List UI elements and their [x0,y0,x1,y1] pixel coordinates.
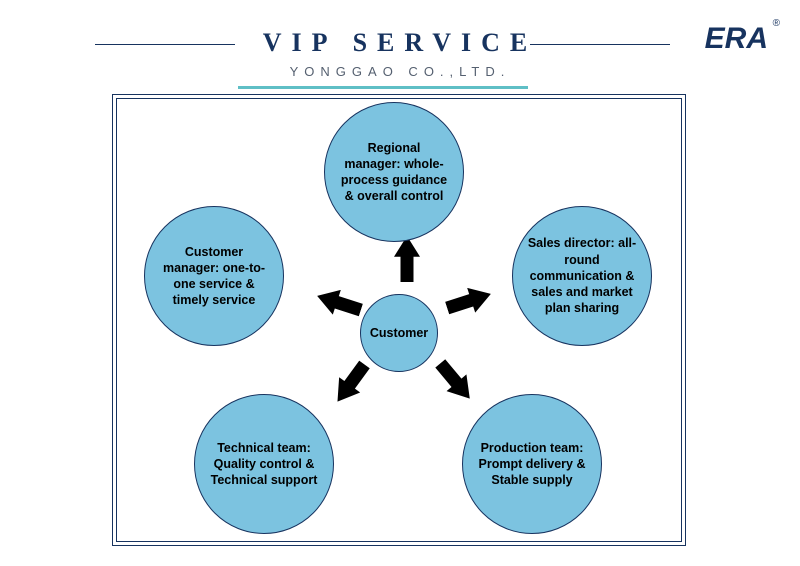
title-underline [238,86,528,89]
brand-logo-registered: ® [773,18,780,29]
header-rule-left [95,44,235,45]
arrow-to-bottom-left [327,357,375,409]
page-title: VIP SERVICE [0,28,800,58]
service-diagram: Customer Regional manager: whole-process … [116,98,682,542]
brand-logo: ERA [705,22,768,56]
node-center: Customer [360,294,438,372]
arrow-to-bottom-right [430,355,479,407]
header: VIP SERVICE YONGGAO CO.,LTD. [0,28,800,79]
node-bottom-left: Technical team: Quality control & Techni… [194,394,334,534]
arrow-to-top [394,236,420,282]
page-subtitle: YONGGAO CO.,LTD. [0,64,800,79]
arrow-to-right [443,282,495,321]
node-bottom-right: Production team: Prompt delivery & Stabl… [462,394,602,534]
header-rule-right [530,44,670,45]
arrow-to-left [313,284,365,323]
node-left: Customer manager: one-to-one service & t… [144,206,284,346]
node-right: Sales director: all-round communication … [512,206,652,346]
node-top: Regional manager: whole-process guidance… [324,102,464,242]
